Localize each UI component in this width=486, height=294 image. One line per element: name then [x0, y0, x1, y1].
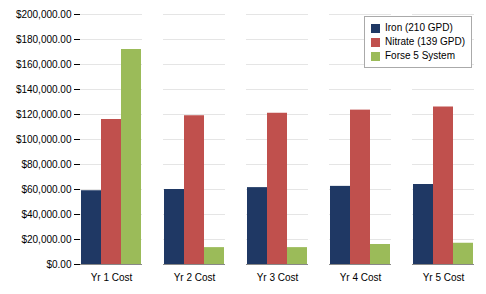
svg-text:$20,000.00: $20,000.00: [21, 234, 71, 245]
svg-text:$80,000.00: $80,000.00: [21, 159, 71, 170]
svg-text:Yr 4 Cost: Yr 4 Cost: [340, 272, 382, 283]
svg-text:$140,000.00: $140,000.00: [16, 84, 72, 95]
html-text:Iron (210 GPD): Iron (210 GPD): [385, 22, 453, 33]
svg-text:$100,000.00: $100,000.00: [16, 134, 72, 145]
svg-text:$180,000.00: $180,000.00: [16, 34, 72, 45]
html-text:Forse 5 System: Forse 5 System: [385, 50, 455, 61]
svg-text:Yr 1 Cost: Yr 1 Cost: [91, 272, 133, 283]
svg-text:$40,000.00: $40,000.00: [21, 209, 71, 220]
html-text:Nitrate (139 GPD): Nitrate (139 GPD): [385, 36, 465, 47]
svg-text:Yr 5 Cost: Yr 5 Cost: [423, 272, 465, 283]
svg-text:$60,000.00: $60,000.00: [21, 184, 71, 195]
svg-text:$120,000.00: $120,000.00: [16, 109, 72, 120]
svg-text:Yr 2 Cost: Yr 2 Cost: [174, 272, 216, 283]
svg-text:$200,000.00: $200,000.00: [16, 9, 72, 20]
svg-text:Yr 3 Cost: Yr 3 Cost: [257, 272, 299, 283]
svg-text:$160,000.00: $160,000.00: [16, 59, 72, 70]
svg-text:$0.00: $0.00: [46, 259, 71, 270]
